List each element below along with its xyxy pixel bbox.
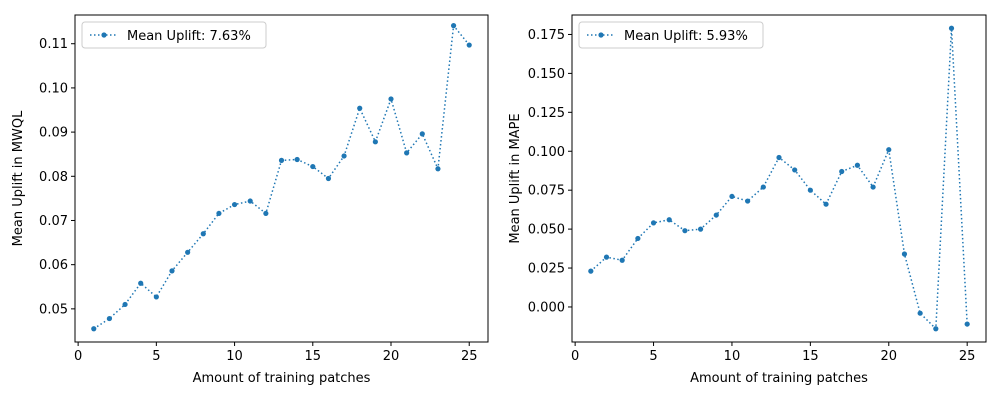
y-tick-label: 0.11 [39,37,68,52]
y-tick-label: 0.07 [39,214,68,229]
y-tick-label: 0.05 [39,302,68,317]
data-point [435,166,441,172]
data-point [792,167,798,173]
data-point [169,268,175,274]
x-tick-label: 25 [461,349,478,364]
data-point [619,257,625,263]
y-tick-label: 0.150 [528,67,565,82]
plot-frame [74,14,489,343]
data-point [886,147,892,153]
data-point [357,105,363,111]
y-tick-label: 0.075 [528,184,565,199]
x-tick-label: 5 [152,349,160,364]
x-tick-label: 0 [74,349,82,364]
data-point [341,153,347,159]
y-tick-label: 0.050 [528,223,565,238]
y-tick-label: 0.06 [39,258,68,273]
legend-label: Mean Uplift: 5.93% [624,29,748,44]
data-point [823,201,829,207]
x-axis-label: Amount of training patches [193,371,371,386]
data-point [917,310,923,316]
y-tick-label: 0.025 [528,262,565,277]
data-point [419,131,425,137]
data-point [635,235,641,242]
y-axis-label: Mean Uplift in MAPE [508,113,523,243]
legend-box [578,21,764,49]
data-point [138,280,144,286]
data-point [404,150,410,156]
data-point [106,315,113,322]
x-tick-label: 10 [226,349,243,364]
data-point [603,254,610,260]
x-tick-label: 15 [305,349,322,364]
data-point [122,301,128,308]
x-tick-label: 25 [959,349,976,364]
series-line [93,23,470,330]
data-point [388,96,394,102]
data-point [231,201,238,208]
data-point [310,163,316,170]
data-point [278,157,285,163]
y-axis-label: Mean Uplift in MWQL [11,110,26,246]
data-point [91,326,97,332]
data-point [216,210,222,217]
legend-marker [598,32,604,38]
chart-panel-mape: 0 5 10 15 20 25 0.000 0.025 0.050 0.075 0.100 0.125… [508,14,987,386]
data-point [263,210,269,217]
data-point [807,187,813,193]
data-point [682,228,688,234]
data-point [666,217,672,223]
data-point [745,198,751,204]
chart-panel-mwql: 0 5 10 15 20 25 0.05 0.06 0.07 0.08 0.09 0.10 0.11 Am… [11,14,489,386]
data-point [854,162,861,168]
x-tick-label: 10 [724,349,741,364]
data-point [466,42,472,48]
data-point [247,198,253,204]
data-point [372,139,378,145]
plot-frame [571,14,987,343]
data-point [776,154,782,161]
data-point [964,321,970,327]
y-tick-label: 0.125 [528,106,565,121]
data-point [450,23,457,29]
x-axis-label: Amount of training patches [690,371,868,386]
x-tick-label: 15 [802,349,819,364]
data-point [325,175,332,182]
series-line [590,28,968,331]
legend-marker [101,32,107,38]
data-point [185,249,191,255]
y-tick-label: 0.08 [39,170,68,185]
data-point [650,220,657,226]
x-tick-label: 20 [383,349,400,364]
data-point [901,251,908,257]
x-tick-label: 0 [571,349,579,364]
data-point [933,326,939,332]
data-point [200,231,206,237]
data-point [839,168,845,175]
y-tick-label: 0.000 [528,300,565,315]
x-tick-label: 20 [880,349,897,364]
data-point [697,226,704,232]
data-point [713,212,719,218]
y-tick-label: 0.10 [39,81,68,96]
data-point [948,25,955,31]
y-tick-label: 0.09 [39,126,68,141]
y-tick-label: 0.175 [528,28,565,43]
x-tick-label: 5 [649,349,657,364]
legend-box [81,21,267,49]
data-point [760,184,766,190]
y-tick-label: 0.100 [528,145,565,160]
data-point [153,294,159,300]
data-point [294,156,300,163]
data-point [870,184,876,190]
legend-label: Mean Uplift: 7.63% [127,29,251,44]
data-point [729,193,735,200]
data-point [588,268,594,274]
